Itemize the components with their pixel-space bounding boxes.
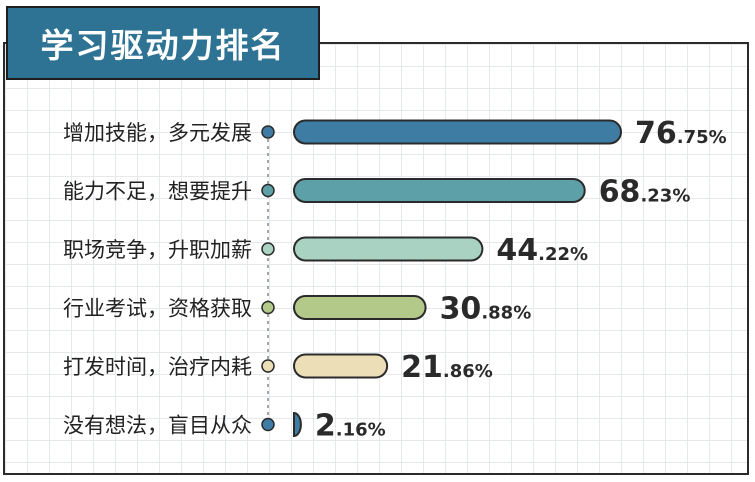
row-dot bbox=[261, 417, 275, 432]
category-label: 行业考试，资格获取 bbox=[63, 297, 252, 321]
value-label: 30.88% bbox=[440, 292, 532, 327]
row-dot bbox=[261, 125, 275, 139]
row-dot bbox=[261, 359, 275, 373]
value-label: 2.16% bbox=[315, 409, 386, 444]
value-label: 68.23% bbox=[599, 175, 691, 210]
category-label: 职场竞争，升职加薪 bbox=[63, 238, 252, 262]
bar bbox=[293, 353, 389, 379]
bar bbox=[293, 236, 484, 262]
category-label: 能力不足，想要提升 bbox=[63, 180, 252, 204]
value-label: 44.22% bbox=[496, 233, 588, 268]
row-dot bbox=[261, 183, 275, 198]
bar bbox=[293, 295, 427, 320]
category-label: 没有想法，盲目从众 bbox=[63, 414, 252, 438]
value-label: 21.86% bbox=[401, 350, 493, 385]
bar bbox=[293, 411, 302, 438]
bar bbox=[293, 119, 622, 145]
row-dot bbox=[261, 242, 275, 256]
chart-title: 学习驱动力排名 bbox=[6, 6, 320, 80]
value-label: 76.75% bbox=[635, 116, 727, 151]
category-label: 增加技能，多元发展 bbox=[63, 121, 252, 145]
bar bbox=[293, 178, 586, 203]
row-dot bbox=[261, 300, 275, 315]
category-label: 打发时间，治疗内耗 bbox=[63, 355, 252, 379]
